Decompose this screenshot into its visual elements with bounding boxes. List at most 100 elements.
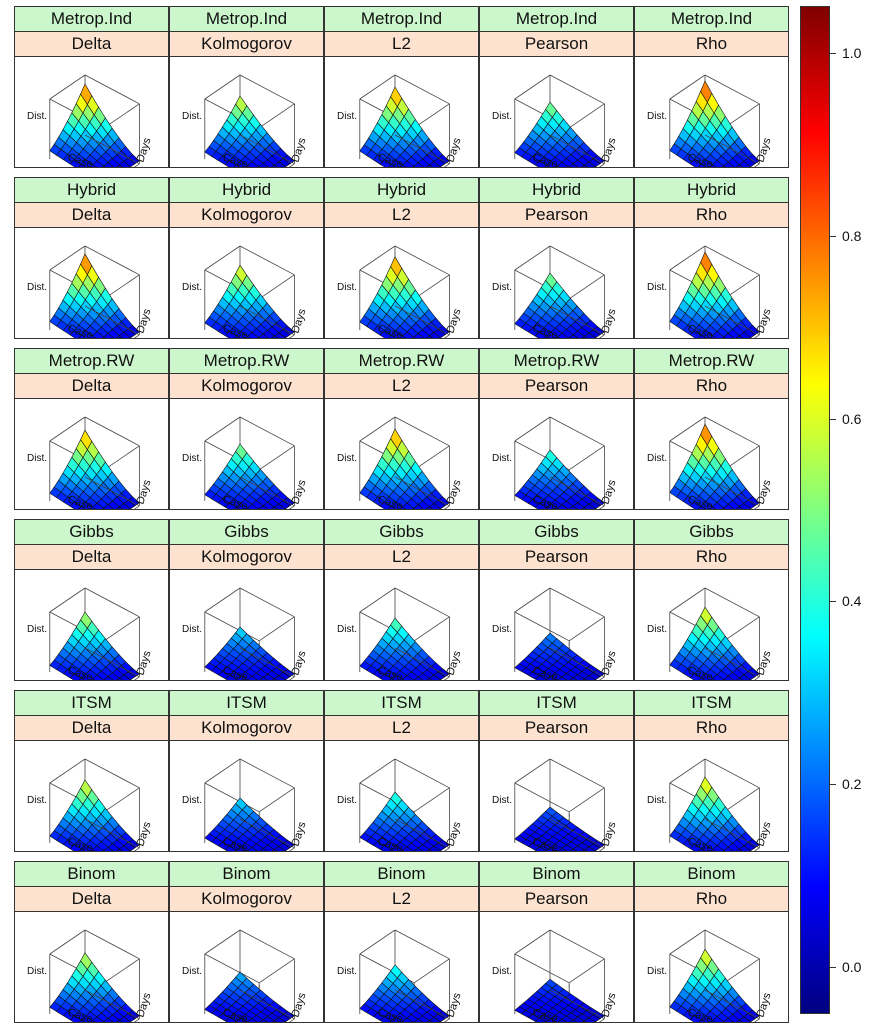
axis-label-z: Dist.	[337, 795, 357, 806]
box-edge	[205, 759, 240, 783]
metric-strip: Delta	[15, 887, 168, 912]
color-key-bar	[801, 7, 829, 1013]
method-strip: Metrop.Ind	[170, 7, 323, 32]
axis-label-z: Dist.	[647, 624, 667, 635]
box-edge	[414, 446, 449, 470]
box-edge	[515, 417, 550, 441]
metric-strip: Kolmogorov	[170, 545, 323, 570]
axis-label-z: Dist.	[492, 111, 512, 122]
box-edge	[724, 788, 759, 812]
method-strip: Metrop.RW	[325, 349, 478, 374]
axis-label-y: Days	[289, 136, 308, 164]
box-edge	[85, 930, 139, 959]
box-edge	[724, 617, 759, 641]
axis-label-z: Dist.	[182, 111, 202, 122]
box-edge	[104, 788, 139, 812]
axis-label-y: Days	[599, 649, 618, 677]
box-edge	[670, 759, 705, 783]
box-edge	[705, 930, 759, 959]
method-strip: Binom	[325, 862, 478, 887]
axis-label-y: Days	[134, 991, 153, 1019]
axis-label-z: Dist.	[27, 966, 47, 977]
box-edge	[550, 246, 604, 275]
box-edge	[85, 759, 139, 788]
method-strip: Hybrid	[635, 178, 788, 203]
metric-strip: Kolmogorov	[170, 887, 323, 912]
axis-label-y: Days	[754, 136, 773, 164]
box-edge	[240, 246, 294, 275]
axis-label-y: Days	[444, 820, 463, 848]
box-edge	[205, 954, 259, 983]
box-edge	[360, 588, 395, 612]
metric-strip: Pearson	[480, 203, 633, 228]
axis-label-z: Dist.	[492, 282, 512, 293]
box-edge	[240, 759, 294, 788]
color-key-tick-label: 0.4	[842, 593, 861, 609]
axis-label-z: Dist.	[337, 282, 357, 293]
metric-strip: L2	[325, 545, 478, 570]
axis-label-y: Days	[289, 649, 308, 677]
axis-label-z: Dist.	[492, 966, 512, 977]
box-edge	[50, 930, 85, 954]
axis-label-y: Days	[134, 307, 153, 335]
box-edge	[360, 246, 395, 270]
axis-label-y: Days	[754, 820, 773, 848]
metric-strip: Rho	[635, 545, 788, 570]
box-edge	[550, 588, 604, 617]
box-edge	[360, 75, 395, 99]
method-strip: Gibbs	[635, 520, 788, 545]
method-strip: ITSM	[325, 691, 478, 716]
axis-label-z: Dist.	[492, 795, 512, 806]
method-strip: ITSM	[170, 691, 323, 716]
box-edge	[240, 417, 294, 446]
metric-strip: Kolmogorov	[170, 716, 323, 741]
axis-label-z: Dist.	[182, 966, 202, 977]
box-edge	[569, 959, 604, 983]
box-edge	[50, 588, 85, 612]
box-edge	[395, 588, 449, 617]
box-edge	[104, 617, 139, 641]
box-edge	[515, 930, 550, 954]
metric-strip: Rho	[635, 32, 788, 57]
axis-label-z: Dist.	[27, 624, 47, 635]
color-key-tick-label: 0.2	[842, 776, 861, 792]
axis-label-z: Dist.	[27, 282, 47, 293]
color-key	[800, 6, 830, 1014]
metric-strip: Pearson	[480, 32, 633, 57]
metric-strip: Delta	[15, 374, 168, 399]
axis-label-z: Dist.	[27, 795, 47, 806]
box-edge	[414, 788, 449, 812]
method-strip: Metrop.Ind	[325, 7, 478, 32]
box-edge	[205, 75, 240, 99]
metric-strip: Pearson	[480, 716, 633, 741]
